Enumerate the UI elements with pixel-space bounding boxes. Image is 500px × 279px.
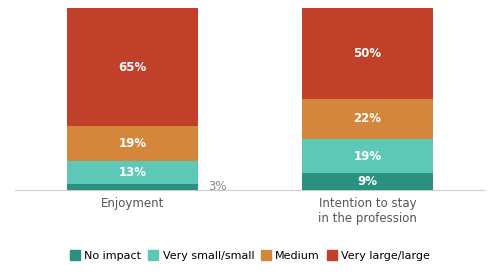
Text: 3%: 3% [208, 181, 226, 194]
Bar [66, 126, 198, 161]
Text: 65%: 65% [118, 61, 146, 74]
Bar [302, 8, 434, 99]
Text: 19%: 19% [354, 150, 382, 163]
Text: 50%: 50% [354, 47, 382, 60]
Text: 22%: 22% [354, 112, 382, 126]
Bar [66, 184, 198, 190]
Text: 9%: 9% [358, 175, 378, 188]
Bar [302, 173, 434, 190]
Text: 19%: 19% [118, 137, 146, 150]
Text: 13%: 13% [118, 166, 146, 179]
Bar [66, 161, 198, 184]
Bar [302, 139, 434, 173]
Legend: No impact, Very small/small, Medium, Very large/large: No impact, Very small/small, Medium, Ver… [66, 246, 434, 265]
Bar [66, 8, 198, 126]
Bar [302, 99, 434, 139]
